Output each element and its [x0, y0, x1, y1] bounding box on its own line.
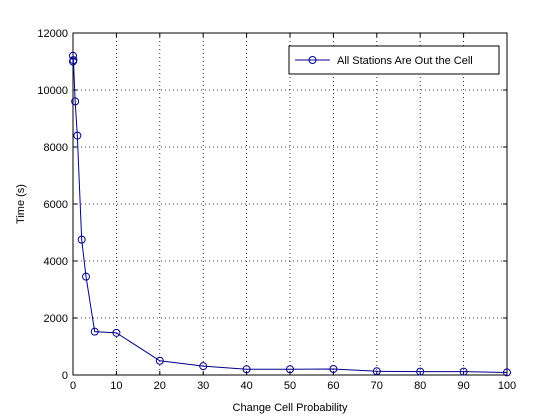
x-tick-label: 80: [414, 380, 426, 392]
x-tick-label: 40: [240, 380, 252, 392]
data-point: [286, 365, 294, 374]
data-point: [69, 51, 77, 60]
data-point: [112, 328, 121, 337]
y-axis-label: Time (s): [15, 184, 27, 224]
x-tick-label: 90: [457, 380, 469, 392]
data-point: [71, 97, 80, 106]
x-axis-label: Change Cell Probability: [233, 402, 348, 414]
data-point: [73, 131, 82, 140]
x-tick-label: 30: [197, 380, 209, 392]
y-tick-label: 0: [62, 370, 68, 382]
x-tick-label: 70: [371, 380, 383, 392]
y-tick-label: 8000: [44, 142, 68, 154]
legend-label: All Stations Are Out the Cell: [337, 55, 473, 67]
legend: All Stations Are Out the Cell: [288, 45, 500, 75]
y-tick-label: 10000: [37, 85, 68, 97]
series-layer: [69, 51, 511, 377]
data-point: [503, 368, 511, 377]
legend-marker-circle: [308, 56, 317, 64]
x-tick-label: 20: [154, 380, 166, 392]
x-tick-label: 50: [284, 380, 296, 392]
x-tick-label: 100: [498, 380, 516, 392]
data-point: [199, 362, 208, 371]
x-tick-label: 10: [110, 380, 122, 392]
x-tick-label: 0: [70, 380, 76, 392]
data-point: [416, 367, 425, 376]
y-tick-label: 6000: [44, 199, 68, 211]
data-point: [372, 367, 381, 376]
data-point: [329, 365, 338, 374]
data-point: [242, 365, 251, 374]
data-point: [69, 56, 78, 65]
x-tick-label: 60: [327, 380, 339, 392]
axis-ticks: 0 10 20 30 40 50 60 70 80 90 100 0 2000 4000 6000 8000 1…: [37, 28, 516, 392]
y-tick-label: 4000: [44, 256, 68, 268]
grid-lines: [73, 33, 507, 375]
data-point: [459, 367, 468, 376]
data-point: [77, 235, 86, 244]
y-tick-label: 12000: [37, 28, 68, 40]
y-tick-label: 2000: [44, 313, 68, 325]
data-point: [82, 272, 91, 281]
data-point: [155, 356, 164, 365]
series-line: [72, 55, 508, 373]
data-point: [90, 327, 99, 336]
